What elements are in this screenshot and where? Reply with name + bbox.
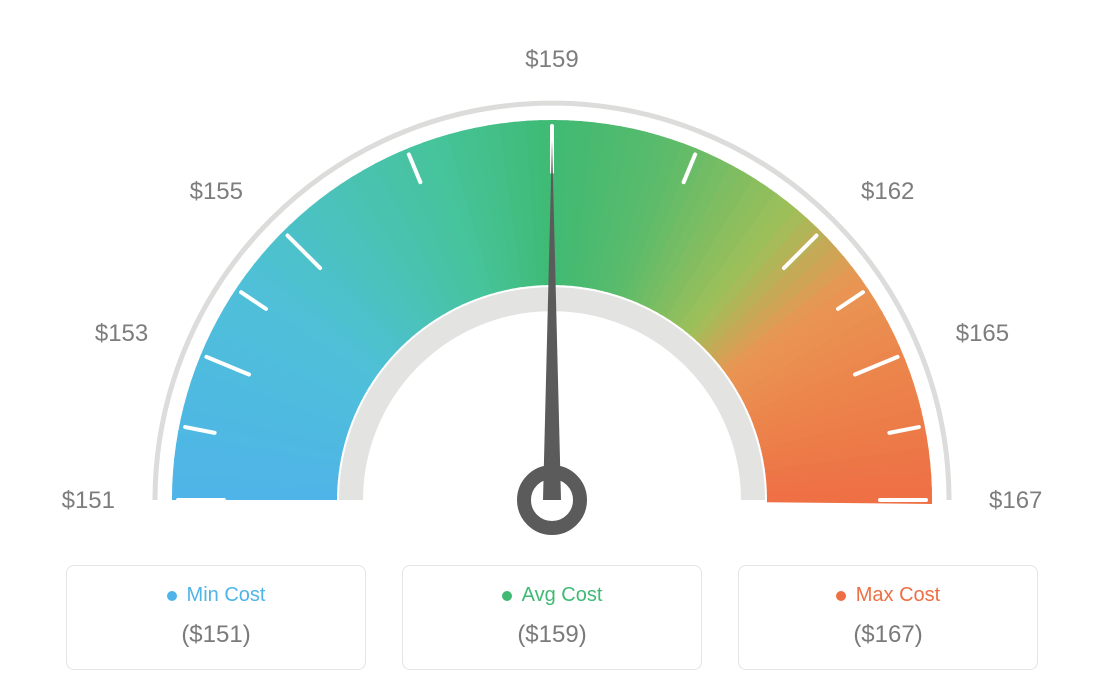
max-dot-icon [836, 591, 846, 601]
min-cost-card: Min Cost ($151) [66, 565, 366, 670]
tick-label: $167 [989, 487, 1042, 514]
tick-label: $159 [525, 46, 578, 73]
avg-dot-icon [502, 591, 512, 601]
tick-label: $165 [956, 320, 1009, 347]
max-cost-value: ($167) [749, 621, 1027, 649]
max-cost-label: Max Cost [856, 584, 940, 607]
max-cost-title-row: Max Cost [749, 584, 1027, 607]
gauge-svg: $151 $153 $155 $159 $162 $165 $167 [0, 0, 1104, 560]
min-cost-value: ($151) [77, 621, 355, 649]
avg-cost-value: ($159) [413, 621, 691, 649]
min-cost-label: Min Cost [187, 584, 266, 607]
avg-cost-card: Avg Cost ($159) [402, 565, 702, 670]
min-cost-title-row: Min Cost [77, 584, 355, 607]
avg-cost-label: Avg Cost [522, 584, 603, 607]
max-cost-card: Max Cost ($167) [738, 565, 1038, 670]
min-dot-icon [167, 591, 177, 601]
gauge-area: $151 $153 $155 $159 $162 $165 $167 [0, 0, 1104, 560]
avg-cost-title-row: Avg Cost [413, 584, 691, 607]
tick-label: $155 [190, 178, 243, 205]
tick-label: $162 [861, 178, 914, 205]
gauge-chart-container: { "gauge": { "type": "gauge", "min_value… [0, 0, 1104, 690]
tick-label: $151 [62, 487, 115, 514]
legend-row: Min Cost ($151) Avg Cost ($159) Max Cost… [0, 565, 1104, 670]
tick-label: $153 [95, 320, 148, 347]
